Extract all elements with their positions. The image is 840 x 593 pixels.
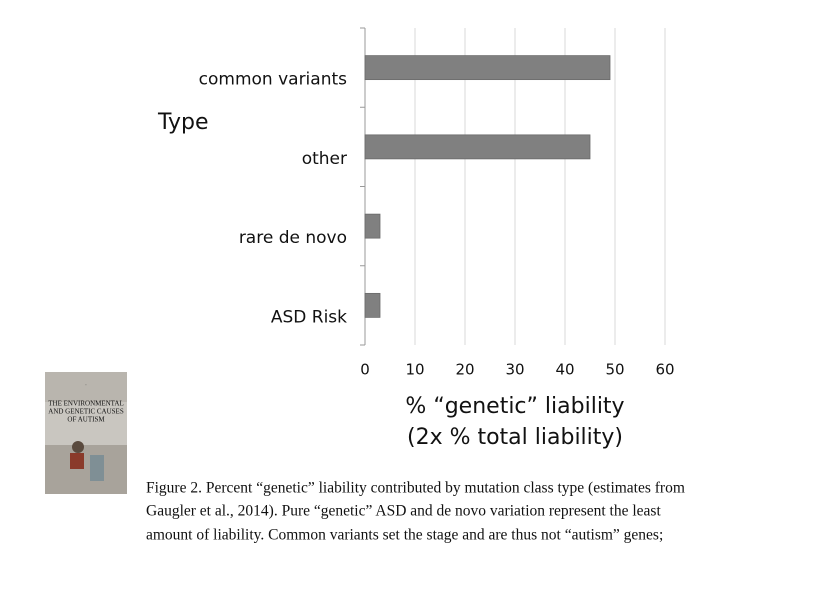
caption-line: Gaugler et al., 2014). Pure “genetic” AS… (146, 503, 661, 520)
x-tick-label: 40 (555, 361, 574, 379)
book-title: AND GENETIC CAUSES (48, 408, 124, 416)
book-title: THE ENVIRONMENTAL (48, 400, 123, 408)
bar (364, 213, 381, 239)
y-tick-label: common variants (199, 70, 347, 90)
x-tick-label: 60 (655, 361, 674, 379)
child-body (70, 453, 84, 469)
x-tick-label: 10 (405, 361, 424, 379)
caption-line: amount of liability. Common variants set… (146, 527, 663, 544)
x-tick-label: 0 (360, 361, 370, 379)
blocks (90, 455, 104, 481)
x-tick-label: 30 (505, 361, 524, 379)
y-tick-label: other (302, 149, 347, 169)
y-axis-label: Type (157, 110, 209, 135)
x-axis-label: (2x % total liability) (407, 425, 623, 450)
bar (364, 292, 381, 318)
bar (364, 55, 611, 81)
x-axis-label: % “genetic” liability (405, 394, 624, 419)
bar (364, 134, 591, 160)
caption-line: Figure 2. Percent “genetic” liability co… (146, 480, 685, 497)
cover-top (45, 372, 127, 402)
book-author: · (85, 384, 86, 389)
y-tick-label: ASD Risk (271, 307, 347, 327)
x-tick-label: 50 (605, 361, 624, 379)
book-cover: · THE ENVIRONMENTAL AND GENETIC CAUSES O… (45, 372, 127, 494)
x-tick-label: 20 (455, 361, 474, 379)
child-head (72, 441, 84, 453)
cover-ground (45, 445, 127, 494)
y-tick-label: rare de novo (239, 228, 347, 248)
book-title: OF AUTISM (67, 416, 105, 424)
